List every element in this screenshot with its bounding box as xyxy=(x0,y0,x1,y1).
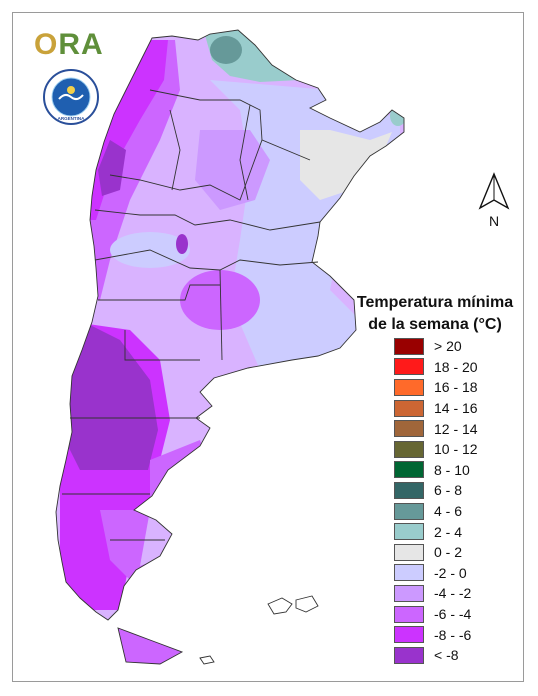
ora-logo: ORA xyxy=(34,28,104,61)
legend-item: -8 - -6 xyxy=(394,624,478,645)
legend-swatch xyxy=(394,564,424,582)
legend-item: 16 - 18 xyxy=(394,377,478,398)
malvinas-islands xyxy=(199,595,319,665)
province-borders xyxy=(55,29,405,621)
legend-label: 12 - 14 xyxy=(434,420,478,437)
legend-item: 4 - 6 xyxy=(394,501,478,522)
legend-item: -4 - -2 xyxy=(394,583,478,604)
legend-label: 10 - 12 xyxy=(434,441,478,458)
legend-item: 0 - 2 xyxy=(394,542,478,563)
legend-swatch xyxy=(394,481,424,499)
legend-item: 12 - 14 xyxy=(394,418,478,439)
legend-swatch xyxy=(394,378,424,396)
legend-swatch xyxy=(394,399,424,417)
legend-swatch xyxy=(394,646,424,664)
legend-label: 16 - 18 xyxy=(434,379,478,396)
legend-item: > 20 xyxy=(394,336,478,357)
legend-item: -2 - 0 xyxy=(394,563,478,584)
legend-swatch xyxy=(394,440,424,458)
legend-title-line1: Temperatura mínima xyxy=(356,294,514,311)
legend-swatch xyxy=(394,337,424,355)
legend-title: Temperatura mínima de la semana (°C) xyxy=(340,292,530,336)
north-arrow-icon: N xyxy=(478,172,510,229)
legend-swatch xyxy=(394,543,424,561)
legend-item: 6 - 8 xyxy=(394,480,478,501)
temperature-zones xyxy=(60,30,404,610)
legend-label: -4 - -2 xyxy=(434,585,472,602)
legend-item: -6 - -4 xyxy=(394,604,478,625)
legend-label: -6 - -4 xyxy=(434,606,472,623)
legend-item: 8 - 10 xyxy=(394,460,478,481)
legend-label: > 20 xyxy=(434,338,462,355)
legend-item: 18 - 20 xyxy=(394,357,478,378)
legend-item: 10 - 12 xyxy=(394,439,478,460)
seal-text: ARGENTINA xyxy=(58,116,85,121)
legend-label: < -8 xyxy=(434,647,459,664)
legend-swatch xyxy=(394,523,424,541)
legend-swatch xyxy=(394,502,424,520)
legend-swatch xyxy=(394,461,424,479)
legend-label: -2 - 0 xyxy=(434,564,467,581)
legend-label: 18 - 20 xyxy=(434,358,478,375)
legend-swatch xyxy=(394,358,424,376)
legend-item: 14 - 16 xyxy=(394,398,478,419)
north-label: N xyxy=(489,213,499,229)
legend-swatch xyxy=(394,584,424,602)
legend-title-line2: de la semana (°C) xyxy=(368,316,502,333)
legend: > 20 18 - 20 16 - 18 14 - 16 12 - 14 10 - 12 8… xyxy=(394,336,478,666)
legend-label: -8 - -6 xyxy=(434,626,472,643)
legend-swatch xyxy=(394,626,424,644)
legend-item: 2 - 4 xyxy=(394,521,478,542)
legend-swatch xyxy=(394,420,424,438)
legend-item: < -8 xyxy=(394,645,478,666)
smn-seal-icon: ARGENTINA xyxy=(43,69,99,125)
legend-label: 14 - 16 xyxy=(434,400,478,417)
legend-label: 0 - 2 xyxy=(434,544,463,561)
legend-label: 4 - 6 xyxy=(434,503,463,520)
legend-label: 6 - 8 xyxy=(434,482,463,499)
tierra-del-fuego xyxy=(117,627,184,665)
legend-label: 8 - 10 xyxy=(434,461,470,478)
legend-swatch xyxy=(394,605,424,623)
legend-label: 2 - 4 xyxy=(434,523,463,540)
